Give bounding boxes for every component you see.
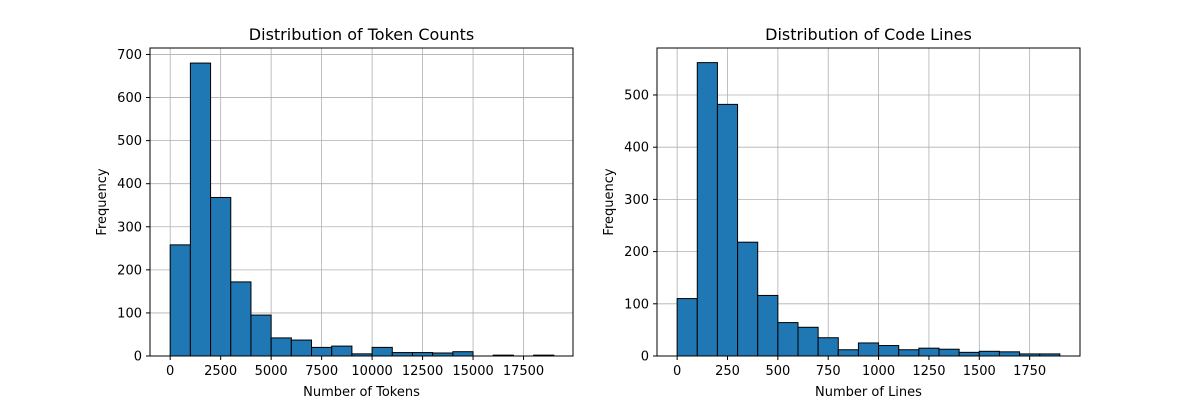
histogram-bar-12	[411, 352, 434, 357]
histogram-bar-6	[797, 326, 819, 357]
histogram-bar-7	[311, 346, 333, 357]
histogram-bar-10	[371, 346, 393, 357]
x-tick-label-6: 15000	[452, 364, 493, 379]
y-axis-label: Frequency	[602, 168, 617, 235]
y-tick-label-2: 200	[624, 245, 649, 260]
histogram-bar-2	[716, 103, 739, 357]
y-tick-label-5: 500	[624, 88, 649, 103]
histogram-bar-7	[817, 337, 839, 357]
chart-title: Distribution of Code Lines	[765, 25, 972, 44]
histogram-bar-14	[958, 351, 980, 357]
x-tick-label-5: 1250	[912, 364, 945, 379]
x-tick-label-7: 17500	[503, 364, 544, 379]
axes-frame	[149, 47, 574, 357]
histogram-bar-1	[189, 62, 212, 357]
histogram-bar-1	[696, 62, 718, 357]
x-tick-label-2: 500	[765, 364, 790, 379]
histogram-bar-11	[391, 352, 413, 357]
x-tick-label-7: 1750	[1013, 364, 1046, 379]
code-lines-histogram: 0 250 500 750 1000 1250 1500 1750 0 100 200 300 400 5…	[602, 25, 1081, 400]
y-tick-label-1: 100	[117, 306, 142, 321]
histogram-bar-14	[452, 351, 474, 357]
histogram-bar-16	[998, 351, 1021, 357]
histogram-bar-15	[978, 350, 1000, 357]
histogram-bar-5	[777, 322, 799, 357]
y-tick-label-0: 0	[641, 350, 649, 365]
x-tick-label-4: 10000	[351, 364, 392, 379]
y-tick-label-3: 300	[624, 193, 649, 208]
x-tick-label-4: 1000	[862, 364, 895, 379]
histogram-bar-8	[837, 349, 859, 357]
x-tick-label-3: 750	[816, 364, 841, 379]
x-tick-label-0: 0	[166, 364, 174, 379]
chart-title: Distribution of Token Counts	[249, 25, 474, 44]
histogram-bar-5	[270, 337, 292, 357]
y-tick-label-7: 700	[117, 48, 142, 63]
x-tick-label-5: 12500	[402, 364, 443, 379]
x-axis-label: Number of Tokens	[303, 385, 420, 400]
y-tick-label-6: 600	[117, 91, 142, 106]
histogram-bar-6	[290, 339, 313, 357]
histogram-bar-11	[898, 349, 920, 357]
x-tick-label-0: 0	[673, 364, 681, 379]
histogram-bar-4	[757, 294, 779, 357]
histogram-bar-8	[331, 345, 353, 357]
x-tick-label-6: 1500	[963, 364, 996, 379]
y-tick-label-1: 100	[624, 297, 649, 312]
x-tick-label-1: 2500	[204, 364, 237, 379]
histogram-bar-3	[737, 241, 759, 357]
x-tick-label-1: 250	[715, 364, 740, 379]
y-tick-label-4: 400	[117, 177, 142, 192]
histogram-bar-9	[857, 342, 880, 357]
histogram-bar-3	[230, 281, 252, 357]
histogram-bar-2	[210, 196, 232, 357]
y-tick-label-4: 400	[624, 141, 649, 156]
histogram-bar-13	[938, 348, 960, 357]
token-count-histogram: 0 2500 5000 7500 10000 12500 15000 17500 0 100 200…	[95, 25, 574, 400]
axes-frame	[656, 47, 1081, 357]
histogram-bar-0	[169, 244, 191, 357]
x-tick-label-2: 5000	[255, 364, 288, 379]
y-tick-label-2: 200	[117, 263, 142, 278]
histogram-bar-10	[878, 345, 900, 357]
x-tick-label-3: 7500	[305, 364, 338, 379]
histogram-bar-12	[918, 347, 940, 357]
x-axis-label: Number of Lines	[815, 385, 922, 400]
histogram-bar-0	[676, 298, 698, 357]
y-tick-label-3: 300	[117, 220, 142, 235]
y-tick-label-0: 0	[134, 350, 142, 365]
histogram-bar-4	[250, 314, 272, 357]
y-tick-label-5: 500	[117, 134, 142, 149]
y-axis-label: Frequency	[95, 168, 110, 235]
